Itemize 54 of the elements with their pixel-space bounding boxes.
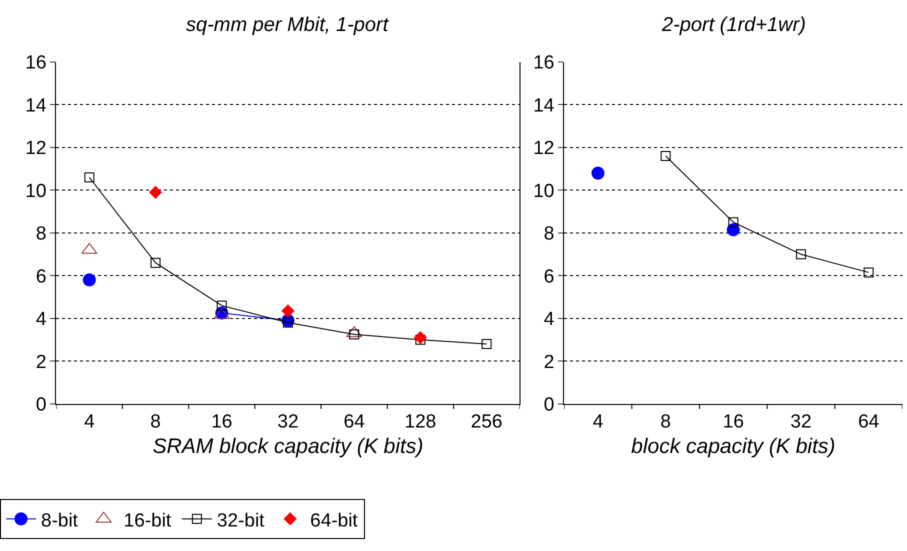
legend-label: 16-bit bbox=[124, 510, 172, 532]
x-tick-label: 32 bbox=[790, 412, 812, 433]
y-tick-label: 10 bbox=[25, 180, 46, 202]
x-tick-label: 256 bbox=[470, 412, 502, 433]
y-tick-label: 4 bbox=[36, 309, 47, 330]
y-tick-label: 4 bbox=[544, 309, 555, 330]
y-tick-label: 14 bbox=[25, 95, 47, 116]
y-tick-label: 8 bbox=[544, 224, 554, 245]
point bbox=[728, 217, 738, 228]
point bbox=[660, 151, 671, 162]
x-tick-label: 128 bbox=[404, 412, 436, 433]
point bbox=[591, 166, 604, 180]
y-tick-label: 12 bbox=[533, 138, 554, 160]
y-tick-label: 2 bbox=[36, 352, 46, 373]
x-tick-label: 4 bbox=[84, 412, 96, 433]
x-tick-label: 16 bbox=[211, 412, 232, 433]
point bbox=[82, 273, 96, 286]
point bbox=[149, 186, 162, 199]
x-tick-label: 16 bbox=[722, 412, 744, 433]
y-tick-label: 0 bbox=[36, 394, 46, 416]
y-tick-label: 8 bbox=[36, 224, 46, 245]
y-tick-label: 2 bbox=[544, 352, 554, 373]
point bbox=[726, 223, 740, 236]
point bbox=[216, 300, 227, 311]
point bbox=[282, 304, 294, 318]
x-axis-title: block capacity (K bits) bbox=[631, 434, 836, 458]
y-tick-label: 10 bbox=[533, 180, 554, 202]
x-tick-label: 64 bbox=[858, 412, 880, 433]
x-tick-label: 8 bbox=[150, 412, 161, 433]
point bbox=[84, 172, 94, 182]
legend-label: 64-bit bbox=[310, 510, 358, 532]
x-tick-label: 4 bbox=[592, 412, 604, 433]
y-tick-label: 16 bbox=[25, 52, 46, 74]
x-tick-label: 32 bbox=[277, 412, 299, 433]
y-tick-label: 12 bbox=[25, 138, 46, 160]
point bbox=[796, 249, 806, 260]
y-tick-label: 6 bbox=[36, 266, 46, 288]
y-tick-label: 16 bbox=[533, 52, 554, 74]
x-tick-label: 64 bbox=[344, 412, 366, 433]
point bbox=[864, 267, 874, 278]
chart-title: 2-port (1rd+1wr) bbox=[661, 14, 806, 36]
x-axis-title: SRAM block capacity (K bits) bbox=[152, 434, 424, 458]
point bbox=[415, 334, 426, 345]
point bbox=[482, 339, 492, 350]
x-tick-label: 8 bbox=[660, 412, 671, 433]
y-tick-label: 0 bbox=[544, 394, 554, 416]
point bbox=[150, 258, 161, 268]
y-tick-label: 6 bbox=[544, 266, 554, 288]
legend-label: 8-bit bbox=[41, 510, 79, 532]
point bbox=[282, 318, 293, 328]
y-tick-label: 14 bbox=[533, 95, 555, 116]
point bbox=[414, 331, 427, 344]
chart-title: sq-mm per Mbit, 1-port bbox=[186, 14, 390, 36]
legend-label: 32-bit bbox=[216, 510, 266, 532]
